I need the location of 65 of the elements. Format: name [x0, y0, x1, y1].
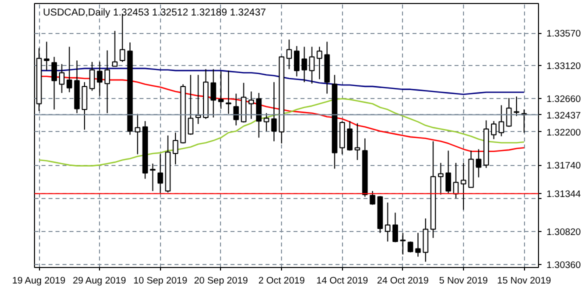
candlestick: [438, 162, 444, 196]
candlestick: [408, 241, 414, 253]
line-series: [38, 98, 525, 166]
y-tick-label: 1.31740: [546, 160, 581, 172]
candlestick: [172, 132, 178, 165]
candlestick: [264, 112, 270, 132]
y-tick-label: 1.30360: [546, 260, 581, 272]
candlestick: [210, 68, 216, 118]
candlestick: [104, 50, 110, 114]
candlestick: [233, 93, 239, 126]
x-tick-label: 19 Aug 2019: [12, 276, 66, 286]
candlestick: [188, 74, 194, 136]
candlestick: [82, 82, 88, 130]
candlestick: [400, 232, 406, 256]
y-tick-label: 1.33570: [546, 28, 581, 40]
x-tick-label: 15 Nov 2019: [497, 276, 552, 286]
candlestick: [248, 91, 254, 120]
y-tick-label: 1.30820: [546, 226, 581, 238]
candlestick: [294, 46, 300, 77]
candlestick: [384, 202, 390, 242]
chart-title: USDCAD,Daily 1.32453 1.32512 1.32189 1.32437: [43, 8, 266, 18]
candlestick: [316, 46, 322, 80]
candlestick: [506, 97, 512, 128]
candlestick: [218, 70, 224, 110]
x-tick-label: 14 Oct 2019: [316, 276, 368, 286]
candlestick: [44, 41, 50, 72]
candlestick: [354, 122, 360, 161]
x-tick-label: 29 Aug 2019: [72, 276, 126, 286]
candlestick: [309, 46, 315, 84]
x-tick-label: 5 Nov 2019: [439, 276, 488, 286]
candlestick: [347, 120, 353, 152]
candlestick: [392, 212, 398, 243]
x-tick-label: 24 Oct 2019: [376, 276, 429, 286]
candlestick: [514, 96, 520, 117]
ref-line-label: 1.32437: [546, 110, 581, 122]
candlestick: [498, 104, 504, 137]
candlestick: [370, 190, 376, 206]
candlestick: [59, 64, 65, 94]
candlestick: [226, 70, 232, 114]
candlestick: [51, 56, 57, 110]
y-tick-label: 1.32200: [546, 127, 581, 138]
candlestick: [422, 218, 428, 262]
candlestick: [112, 30, 118, 67]
candlestick: [286, 39, 292, 70]
candlestick: [96, 61, 102, 96]
candlestick: [134, 113, 140, 155]
candlestick: [150, 163, 156, 192]
ref-line-label: 1.31344: [546, 189, 581, 200]
candlestick: [256, 92, 262, 138]
candlestick: [446, 150, 452, 194]
candlestick: [476, 148, 482, 178]
candlestick: [491, 120, 497, 140]
candlestick: [89, 61, 95, 92]
x-tick-label: 2 Oct 2019: [258, 276, 305, 286]
candlestick: [66, 46, 72, 93]
candlestick: [460, 162, 466, 210]
x-tick-label: 20 Sep 2019: [194, 276, 248, 286]
y-tick-label: 1.32660: [546, 94, 581, 106]
candlestick: [415, 232, 421, 258]
y-tick-label: 1.33120: [546, 61, 581, 72]
candlestick: [271, 82, 277, 142]
candlestick: [302, 46, 308, 83]
x-tick-label: 10 Sep 2019: [133, 276, 188, 286]
candlestick: [453, 162, 459, 199]
candlestick: [158, 154, 164, 194]
